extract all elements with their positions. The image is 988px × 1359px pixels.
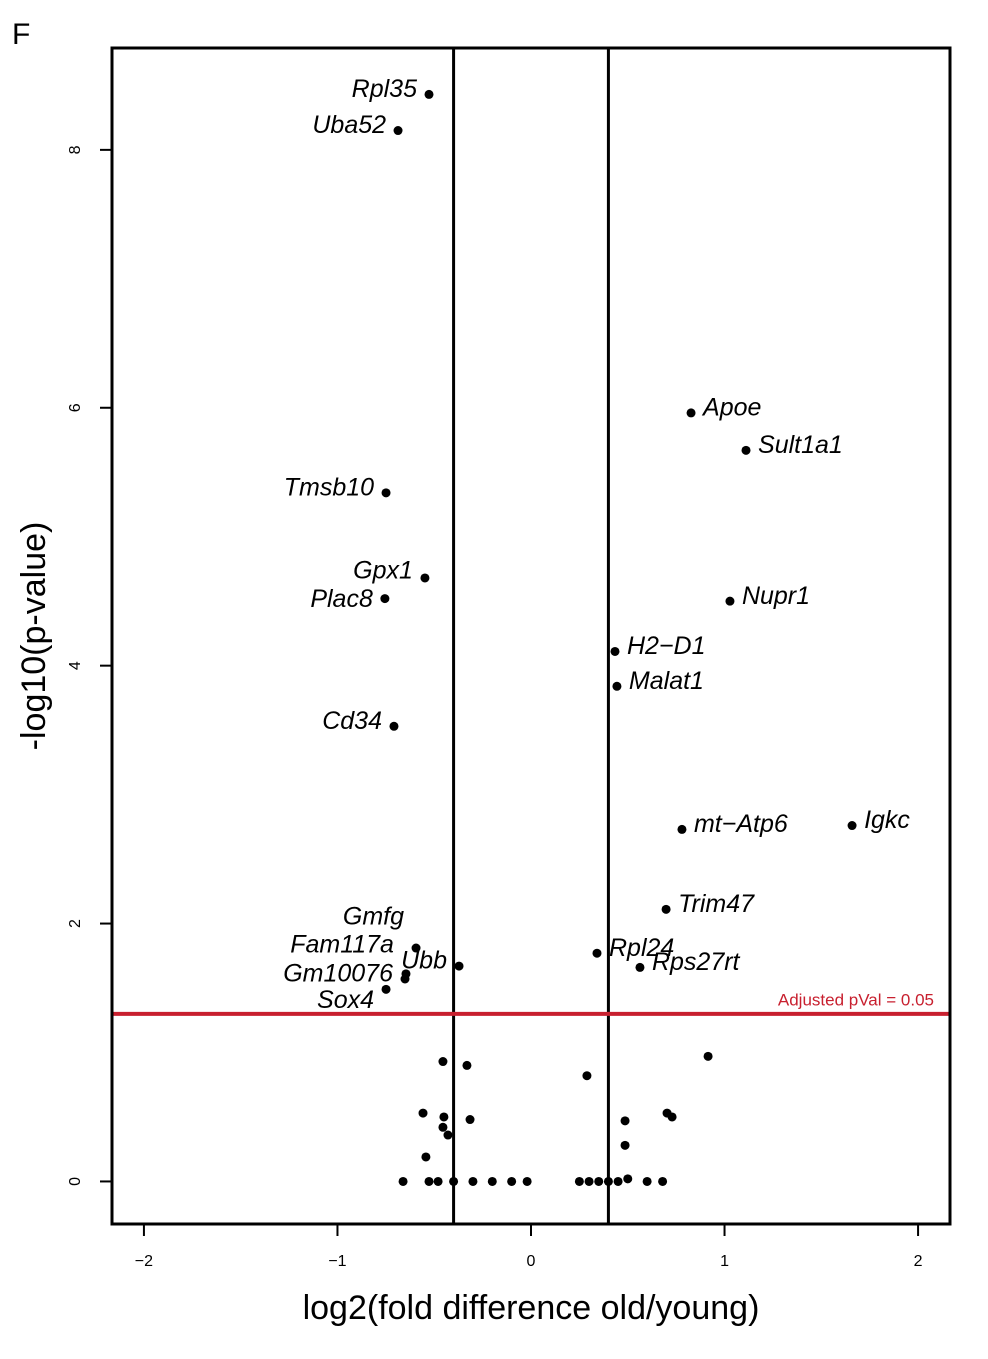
point [389, 721, 399, 731]
y-tick-label: 0 [67, 1177, 84, 1186]
point [594, 1176, 604, 1186]
point [454, 961, 464, 971]
point-label: Rpl35 [352, 75, 417, 103]
point [635, 962, 645, 972]
point [620, 1116, 630, 1126]
point [620, 1140, 630, 1150]
point [592, 948, 602, 958]
point [847, 821, 857, 831]
point [677, 824, 687, 834]
y-axis-label: -log10(p-value) [15, 522, 53, 751]
point [420, 573, 430, 583]
point-label: Tmsb10 [284, 473, 374, 501]
point-label: Fam117a [290, 930, 394, 958]
point [613, 1176, 623, 1186]
point [381, 984, 391, 994]
point [522, 1176, 532, 1186]
x-tick-label: 0 [527, 1253, 536, 1270]
point [439, 1112, 449, 1122]
point-label: Sult1a1 [758, 431, 843, 459]
point-label: Cd34 [322, 707, 382, 735]
point [438, 1057, 448, 1067]
x-tick-label: 2 [914, 1253, 923, 1270]
y-tick-label: 8 [67, 145, 84, 154]
point [623, 1174, 633, 1184]
point [661, 904, 671, 914]
x-axis-label: log2(fold difference old/young) [303, 1289, 760, 1327]
point [703, 1051, 713, 1061]
point-label: Gm10076 [283, 960, 393, 988]
point [443, 1130, 453, 1140]
point-label: Gpx1 [353, 557, 413, 585]
point [686, 408, 696, 418]
point [487, 1176, 497, 1186]
point [380, 594, 390, 604]
point [658, 1176, 668, 1186]
x-tick-label: −1 [328, 1253, 346, 1270]
point [398, 1176, 408, 1186]
point [507, 1176, 517, 1186]
point-label: Trim47 [678, 890, 755, 918]
point-label: Apoe [701, 394, 761, 422]
point [612, 681, 622, 691]
point-label: Plac8 [310, 585, 373, 613]
point [462, 1060, 472, 1070]
point [381, 488, 391, 498]
point-label: Igkc [864, 806, 910, 834]
y-tick-label: 6 [67, 403, 84, 412]
point [465, 1115, 475, 1125]
point [725, 596, 735, 606]
point [584, 1176, 594, 1186]
y-tick-label: 4 [67, 661, 84, 670]
point [468, 1176, 478, 1186]
point [741, 445, 751, 455]
point-label: Rpl24 [609, 934, 674, 962]
point-label: H2−D1 [627, 632, 706, 660]
point-label: Sox4 [317, 986, 374, 1014]
point [574, 1176, 584, 1186]
point-label: Rps27rt [652, 948, 741, 976]
point-label: Malat1 [629, 667, 704, 695]
point-label: mt−Atp6 [694, 810, 788, 838]
point-label: Gmfg [343, 903, 404, 931]
x-tick-label: 1 [720, 1253, 729, 1270]
point [421, 1152, 431, 1162]
point [411, 943, 421, 953]
point [433, 1176, 443, 1186]
point [424, 1176, 434, 1186]
y-tick-label: 2 [67, 919, 84, 928]
point [642, 1176, 652, 1186]
point [449, 1176, 459, 1186]
x-tick-label: −2 [135, 1253, 153, 1270]
point [603, 1176, 613, 1186]
point [418, 1108, 428, 1118]
point [400, 974, 410, 984]
point-label: Nupr1 [742, 582, 810, 610]
point-label: Uba52 [312, 111, 386, 139]
panel-label: F [12, 18, 30, 51]
point [667, 1112, 677, 1122]
point [424, 89, 434, 99]
point [582, 1071, 592, 1081]
point [438, 1122, 448, 1132]
significance-label: Adjusted pVal = 0.05 [778, 990, 934, 1009]
plot-frame [110, 46, 952, 1226]
point [610, 646, 620, 656]
point-label: Ubb [401, 947, 447, 975]
point [393, 126, 403, 136]
